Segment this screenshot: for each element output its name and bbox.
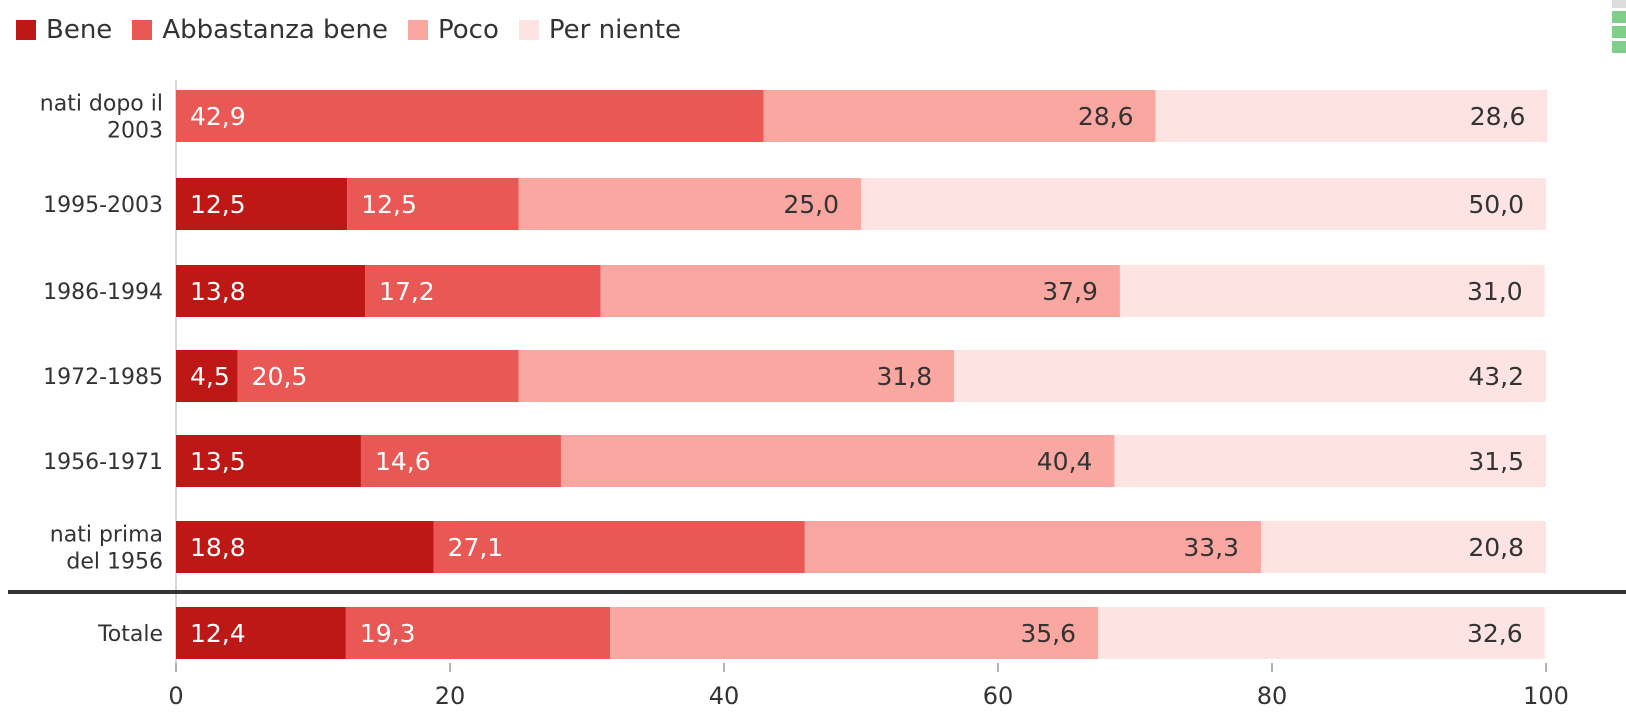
category-label: Totale — [97, 622, 163, 647]
bar-value-label: 4,5 — [190, 362, 230, 391]
bar-value-label: 19,3 — [360, 619, 416, 648]
legend-swatch — [408, 20, 429, 40]
bar-value-label: 20,8 — [1468, 533, 1524, 562]
bar-segment — [1119, 265, 1545, 317]
legend-item: Abbastanza bene — [132, 15, 388, 45]
bar-segment — [176, 90, 764, 142]
bar-value-label: 40,4 — [1037, 447, 1093, 476]
category-label: 1972-1985 — [43, 365, 163, 390]
x-tick-label: 100 — [1523, 682, 1569, 710]
bar-value-label: 28,6 — [1470, 102, 1526, 131]
bar-segment — [1261, 521, 1546, 573]
legend-item: Bene — [16, 15, 112, 45]
legend-item: Per niente — [518, 15, 681, 45]
bar-value-label: 13,8 — [190, 277, 246, 306]
category-label: 2003 — [107, 119, 163, 144]
chart-legend: Bene Abbastanza bene Poco Per niente — [16, 12, 701, 48]
bar-segment — [1098, 607, 1545, 659]
bar-value-label: 20,5 — [252, 362, 308, 391]
legend-swatch — [132, 20, 153, 40]
bar-value-label: 37,9 — [1042, 277, 1098, 306]
bar-value-label: 14,6 — [375, 447, 431, 476]
bar-segment — [518, 350, 955, 402]
x-tick-label: 40 — [709, 682, 740, 710]
legend-swatch — [16, 20, 36, 40]
bar-segment — [560, 435, 1115, 487]
bar-value-label: 33,3 — [1183, 533, 1239, 562]
bar-segment — [1114, 435, 1546, 487]
category-label: 1956-1971 — [43, 450, 163, 475]
legend-item: Poco — [408, 15, 499, 45]
category-label: nati prima — [50, 523, 163, 548]
bar-segment — [176, 265, 366, 317]
legend-label: Abbastanza bene — [162, 15, 389, 45]
category-label: 1986-1994 — [43, 280, 163, 305]
bar-value-label: 35,6 — [1020, 619, 1076, 648]
category-label: 1995-2003 — [43, 193, 163, 218]
bar-segment — [176, 350, 238, 402]
bar-segment — [1155, 90, 1548, 142]
bar-segment — [237, 350, 519, 402]
bar-segment — [433, 521, 805, 573]
bar-value-label: 12,5 — [361, 190, 417, 219]
side-widget-icon — [1612, 0, 1626, 56]
bar-segment — [176, 178, 348, 230]
bar-value-label: 13,5 — [190, 447, 246, 476]
bar-value-label: 31,8 — [876, 362, 932, 391]
category-label: del 1956 — [66, 550, 163, 575]
bar-value-label: 28,6 — [1078, 102, 1134, 131]
x-tick-label: 80 — [1257, 682, 1288, 710]
bar-segment — [347, 178, 519, 230]
bar-segment — [954, 350, 1546, 402]
x-tick-label: 0 — [168, 682, 183, 710]
bar-value-label: 27,1 — [448, 533, 504, 562]
bar-segment — [600, 265, 1120, 317]
bar-segment — [176, 521, 434, 573]
bar-segment — [360, 435, 561, 487]
bar-value-label: 31,5 — [1468, 447, 1524, 476]
bar-segment — [176, 435, 361, 487]
bar-segment — [610, 607, 1099, 659]
bar-segment — [345, 607, 611, 659]
legend-swatch — [518, 20, 539, 40]
bar-value-label: 12,5 — [190, 190, 246, 219]
bar-value-label: 50,0 — [1468, 190, 1524, 219]
bar-value-label: 32,6 — [1467, 619, 1523, 648]
bar-value-label: 25,0 — [783, 190, 839, 219]
legend-label: Per niente — [548, 15, 681, 45]
bar-segment — [365, 265, 601, 317]
category-label: nati dopo il — [40, 92, 163, 117]
legend-label: Bene — [46, 15, 113, 45]
bar-value-label: 12,4 — [190, 619, 246, 648]
bar-value-label: 18,8 — [190, 533, 246, 562]
bar-segment — [804, 521, 1262, 573]
bar-segment — [861, 178, 1546, 230]
x-tick-label: 20 — [435, 682, 466, 710]
bar-value-label: 42,9 — [190, 102, 246, 131]
bar-value-label: 17,2 — [379, 277, 435, 306]
bar-value-label: 31,0 — [1467, 277, 1523, 306]
bar-segment — [763, 90, 1156, 142]
legend-label: Poco — [438, 15, 499, 45]
bar-segment — [176, 607, 346, 659]
bar-segment — [518, 178, 861, 230]
x-tick-label: 60 — [983, 682, 1014, 710]
bar-value-label: 43,2 — [1468, 362, 1524, 391]
